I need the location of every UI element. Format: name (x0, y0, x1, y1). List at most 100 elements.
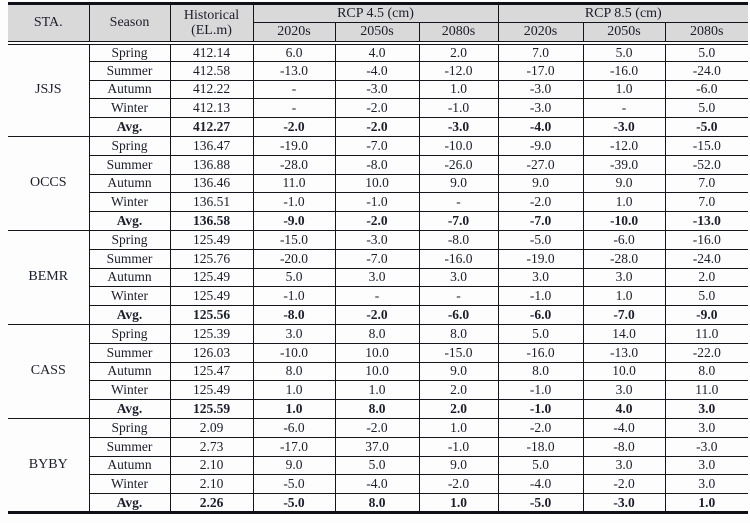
historical-cell: 136.88 (169, 154, 254, 175)
season-cell: Winter (89, 380, 171, 401)
rcp85-2080s-cell: -15.0 (664, 135, 749, 156)
header-rcp45: RCP 4.5 (cm) (252, 3, 499, 23)
table-row-bemr-autumn: Autumn 125.49 5.0 3.0 3.0 3.0 3.0 2.0 (8, 267, 749, 288)
rcp85-2020s-cell: -9.0 (497, 135, 584, 156)
station-name: CASS (8, 323, 90, 419)
season-cell: Winter (89, 98, 171, 119)
rcp45-2050s-cell: -1.0 (334, 192, 420, 213)
rcp85-2080s-cell: 1.0 (664, 493, 749, 513)
rcp85-2050s-cell: 3.0 (582, 380, 666, 401)
season-cell: Summer (89, 436, 171, 457)
table-row-occs-winter: Winter 136.51 -1.0 -1.0- -2.0 1.0 7.0 (8, 192, 749, 213)
table-row-byby-spring: BYBY Spring 2.09 -6.0 -2.0 1.0 -2.0 -4.0 3.0 (8, 417, 749, 513)
season-cell: Autumn (89, 173, 171, 194)
historical-cell: 2.10 (169, 474, 254, 495)
rcp45-2080s-cell: 2.0 (418, 380, 499, 401)
rcp45-2050s-cell: - (334, 286, 420, 307)
rcp45-2050s-cell: 8.0 (334, 323, 420, 344)
rcp45-2080s-cell: -26.0 (418, 154, 499, 175)
header-period-rcp85-2050s: 2050s (582, 22, 666, 45)
rcp85-2020s-cell: 7.0 (497, 42, 584, 62)
rcp45-2020s-cell: 8.0 (252, 361, 336, 382)
rcp45-2080s-cell: 2.0 (418, 399, 499, 419)
rcp85-2020s-cell: -27.0 (497, 154, 584, 175)
rcp45-2020s-cell: 1.0 (252, 380, 336, 401)
rcp45-2020s-cell: 1.0 (252, 399, 336, 419)
rcp85-2080s-cell: -52.0 (664, 154, 749, 175)
rcp45-2050s-cell: -4.0 (334, 474, 420, 495)
season-cell: Autumn (89, 267, 171, 288)
historical-cell: 125.59 (169, 399, 254, 419)
rcp85-2080s-cell: 11.0 (664, 380, 749, 401)
season-cell: Autumn (89, 79, 171, 100)
historical-cell: 412.27 (169, 117, 254, 137)
historical-cell: 136.47 (169, 135, 254, 156)
historical-cell: 2.09 (169, 417, 254, 438)
rcp85-2080s-cell: -24.0 (664, 60, 749, 81)
rcp45-2050s-cell: -8.0 (334, 154, 420, 175)
rcp45-2050s-cell: 3.0 (334, 267, 420, 288)
rcp45-2020s-cell: -2.0 (252, 117, 336, 137)
rcp85-2050s-cell: 1.0 (582, 192, 666, 213)
rcp85-2050s-cell: -8.0 (582, 436, 666, 457)
rcp45-2080s-cell: -8.0 (418, 229, 499, 250)
season-cell: Winter (89, 192, 171, 213)
rcp45-2020s-cell: -28.0 (252, 154, 336, 175)
season-cell: Summer (89, 342, 171, 363)
header-row-periods: 2020s 2050s 2080s 2020s 2050s 2080s (8, 22, 749, 45)
rcp85-2080s-cell: -5.0 (664, 117, 749, 137)
historical-cell: 125.49 (169, 229, 254, 250)
rcp85-2050s-cell: -6.0 (582, 229, 666, 250)
rcp45-2020s-cell: -19.0 (252, 135, 336, 156)
rcp45-2020s-cell: - (252, 98, 336, 119)
rcp45-2020s-cell: 6.0 (252, 42, 336, 62)
table-row-jsjs-spring: JSJS Spring 412.14 6.0 4.0 2.0 7.0 5.0 5.0 (8, 42, 749, 137)
table-row-jsjs-avg: Avg. 412.27 -2.0 -2.0 -3.0 -4.0 -3.0 -5.0 (8, 117, 749, 137)
rcp45-2020s-cell: -8.0 (252, 305, 336, 325)
historical-cell: 136.58 (169, 211, 254, 231)
season-cell: Avg. (89, 211, 171, 231)
rcp85-2050s-cell: -3.0 (582, 493, 666, 513)
season-cell: Summer (89, 60, 171, 81)
table-row-cass-autumn: Autumn 125.47 8.0 10.0 9.0 8.0 10.0 8.0 (8, 361, 749, 382)
rcp45-2080s-cell: 1.0 (418, 79, 499, 100)
rcp45-2020s-cell: -5.0 (252, 474, 336, 495)
rcp85-2050s-cell: 3.0 (582, 455, 666, 476)
historical-cell: 136.46 (169, 173, 254, 194)
season-cell: Spring (88, 323, 171, 344)
rcp45-2020s-cell: 11.0 (252, 173, 336, 194)
table-row-cass-winter: Winter 125.49 1.0 1.0 2.0 -1.0 3.0 11.0 (8, 380, 749, 401)
rcp85-2080s-cell: 7.0 (664, 173, 749, 194)
rcp85-2050s-cell: 3.0 (582, 267, 666, 288)
rcp85-2050s-cell: 1.0 (582, 286, 666, 307)
rcp45-2080s-cell: -12.0 (418, 60, 499, 81)
table-row-jsjs-winter: Winter 412.13- -2.0 -1.0 -3.0-5.0 (8, 98, 749, 119)
table-row-occs-summer: Summer 136.88 -28.0 -8.0 -26.0 -27.0 -39.0 -52.… (8, 154, 749, 175)
table-row-bemr-spring: BEMR Spring 125.49 -15.0 -3.0 -8.0 -5.0 -6.0 -16… (8, 229, 749, 325)
rcp45-2080s-cell: -2.0 (418, 474, 499, 495)
rcp45-2050s-cell: -3.0 (334, 79, 420, 100)
station-name: BYBY (8, 417, 90, 513)
rcp45-2080s-cell: -15.0 (418, 342, 499, 363)
season-cell: Summer (89, 154, 171, 175)
rcp45-2080s-cell: - (418, 192, 499, 213)
historical-cell: 412.58 (169, 60, 254, 81)
table-row-byby-autumn: Autumn 2.10 9.0 5.0 9.0 5.0 3.0 3.0 (8, 455, 749, 476)
rcp85-2050s-cell: -12.0 (582, 135, 666, 156)
rcp85-2080s-cell: 3.0 (664, 417, 749, 438)
historical-cell: 412.13 (169, 98, 254, 119)
rcp45-2020s-cell: 5.0 (252, 267, 336, 288)
rcp85-2020s-cell: -16.0 (497, 342, 584, 363)
historical-cell: 125.49 (169, 267, 254, 288)
rcp45-2080s-cell: 8.0 (418, 323, 499, 344)
rcp85-2020s-cell: -1.0 (497, 399, 584, 419)
rcp45-2050s-cell: 8.0 (334, 399, 420, 419)
rcp45-2080s-cell: 1.0 (418, 417, 499, 438)
season-cell: Avg. (89, 399, 171, 419)
table-row-occs-spring: OCCS Spring 136.47 -19.0 -7.0 -10.0 -9.0 -12.0-… (8, 135, 749, 231)
rcp45-2050s-cell: 10.0 (334, 173, 420, 194)
rcp85-2020s-cell: -17.0 (497, 60, 584, 81)
rcp85-2020s-cell: 9.0 (497, 173, 584, 194)
rcp45-2080s-cell: 9.0 (418, 361, 499, 382)
historical-cell: 412.22 (169, 79, 254, 100)
